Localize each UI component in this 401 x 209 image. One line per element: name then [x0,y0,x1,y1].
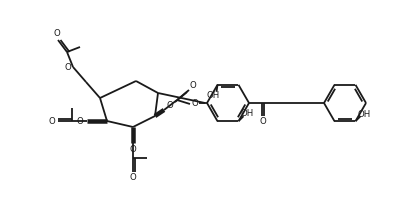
Text: O: O [129,173,136,182]
Text: O: O [129,145,136,154]
Text: OH: OH [207,91,220,100]
Text: O: O [65,62,71,71]
Text: OH: OH [240,109,253,118]
Text: O: O [259,117,266,126]
Text: O: O [77,116,83,125]
Text: O: O [191,98,198,107]
Text: O: O [166,101,173,110]
Text: O: O [189,80,196,89]
Text: OH: OH [357,110,370,119]
Text: O: O [49,116,55,125]
Text: O: O [53,29,60,38]
